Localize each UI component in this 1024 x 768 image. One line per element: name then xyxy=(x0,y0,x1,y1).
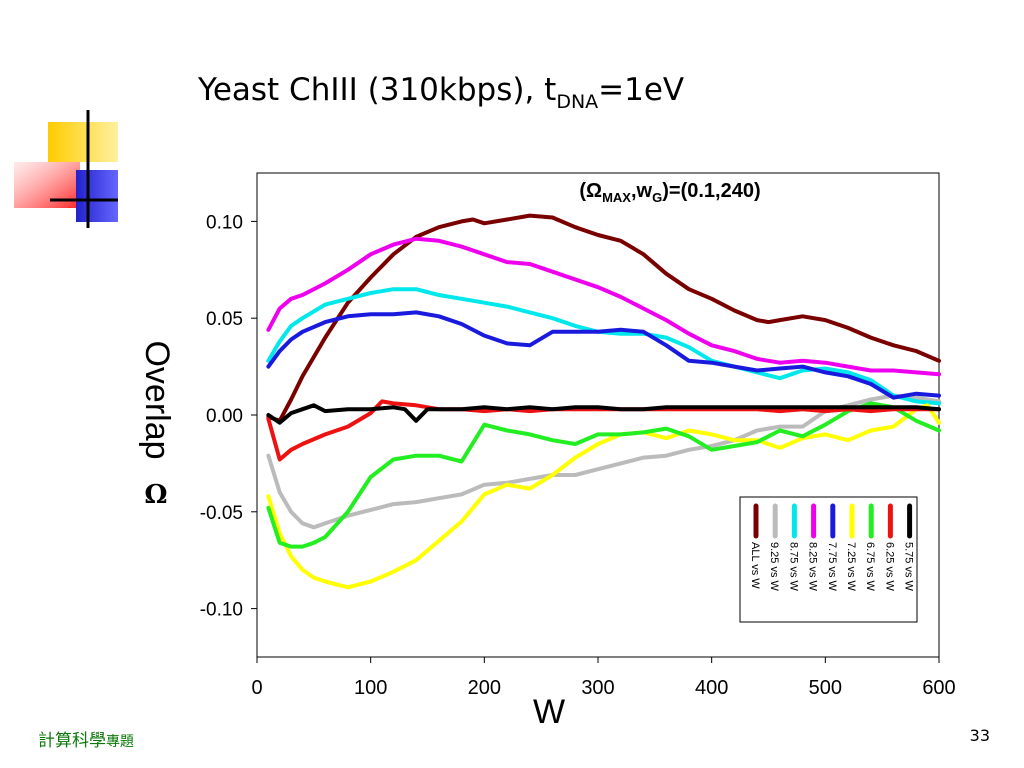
series-line-6-75-vs-w xyxy=(266,401,941,549)
slide-title-subscript: DNA xyxy=(556,91,599,113)
x-tick-label: 500 xyxy=(809,677,842,699)
x-tick-label: 300 xyxy=(581,677,614,699)
slide-title: Yeast ChIII (310kbps), tDNA=1eV xyxy=(198,70,684,114)
y-tick-label: 0.10 xyxy=(206,212,243,233)
legend-label-5-75-vs-w: 5.75 vs W xyxy=(903,542,915,592)
decorative-logo xyxy=(14,110,118,228)
y-tick-label: 0.05 xyxy=(206,309,243,330)
chart-annotation: (ΩMAX,wG)=(0.1,240) xyxy=(579,180,760,205)
y-axis-omega-symbol: Ω xyxy=(144,480,167,510)
series-line-7-25-vs-w xyxy=(266,403,941,590)
series-line-5-75-vs-w xyxy=(266,403,941,425)
series-lines xyxy=(266,213,941,590)
x-tick-label: 200 xyxy=(468,677,501,699)
x-tick-label: 400 xyxy=(695,677,728,699)
y-axis-label: Overlap xyxy=(138,340,176,459)
legend-label-all-vs-w: ALL vs W xyxy=(749,542,761,589)
legend-label-6-75-vs-w: 6.75 vs W xyxy=(864,542,876,592)
legend-label-7-25-vs-w: 7.25 vs W xyxy=(845,542,857,592)
annotation-open: ( xyxy=(579,180,586,202)
series-line-9-25-vs-w xyxy=(266,393,941,530)
y-tick-label: -0.05 xyxy=(200,503,243,524)
series-line-8-75-vs-w xyxy=(266,287,941,406)
x-axis-label: W xyxy=(533,693,565,731)
footer-course-main: 計算科學 xyxy=(38,731,106,751)
footer-course-small: 專題 xyxy=(106,734,134,750)
footer-course-label: 計算科學專題 xyxy=(38,726,134,751)
x-ticks: 0 100 200 300 400 500 600 xyxy=(251,657,956,699)
legend-label-6-25-vs-w: 6.25 vs W xyxy=(883,542,895,592)
series-line-7-75-vs-w xyxy=(266,310,941,400)
logo-blue-block xyxy=(76,170,118,222)
legend: ALL vs W 9.25 vs W 8.75 vs W 8.25 vs W 7.75 … xyxy=(739,496,918,623)
logo-yellow-block xyxy=(48,122,118,162)
x-tick-label: 100 xyxy=(354,677,387,699)
y-tick-label: -0.10 xyxy=(200,600,243,621)
slide-title-main: Yeast ChIII (310kbps), t xyxy=(198,72,557,108)
y-tick-label: 0.00 xyxy=(206,406,243,427)
series-line-all-vs-w xyxy=(266,213,941,423)
annotation-sub-max: MAX xyxy=(602,190,631,205)
slide-title-tail: =1eV xyxy=(598,72,685,108)
y-ticks: 0.10 0.05 0.00 -0.05 -0.10 xyxy=(200,212,257,621)
annotation-omega: Ω xyxy=(586,180,602,202)
annotation-sub-g: G xyxy=(652,190,662,205)
legend-label-8-25-vs-w: 8.25 vs W xyxy=(807,542,819,592)
annotation-comma-w: ,w xyxy=(631,180,653,202)
x-tick-label: 600 xyxy=(922,677,955,699)
legend-label-7-75-vs-w: 7.75 vs W xyxy=(826,542,838,592)
legend-label-9-25-vs-w: 9.25 vs W xyxy=(768,542,780,592)
legend-box xyxy=(739,496,918,623)
series-line-8-25-vs-w xyxy=(266,236,941,377)
legend-label-8-75-vs-w: 8.75 vs W xyxy=(787,542,799,592)
x-tick-label: 0 xyxy=(251,677,262,699)
annotation-close: )=(0.1,240) xyxy=(662,180,760,202)
page-number: 33 xyxy=(969,726,990,745)
